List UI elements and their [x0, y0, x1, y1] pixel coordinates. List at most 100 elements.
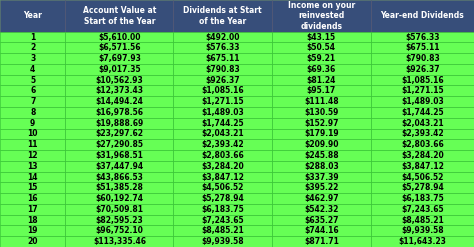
Bar	[371, 236, 474, 247]
Text: $10,562.93: $10,562.93	[96, 76, 143, 84]
Text: Income on your
reinvested
dividends: Income on your reinvested dividends	[288, 1, 355, 31]
Text: $95.17: $95.17	[307, 86, 336, 95]
Text: 11: 11	[27, 140, 38, 149]
Text: $926.37: $926.37	[405, 65, 440, 74]
Text: 1: 1	[30, 33, 36, 41]
Text: $51,385.28: $51,385.28	[95, 183, 144, 192]
Text: 4: 4	[30, 65, 36, 74]
Bar	[371, 42, 474, 53]
Text: $130.59: $130.59	[304, 108, 338, 117]
Text: $2,803.66: $2,803.66	[401, 140, 444, 149]
Text: $43.15: $43.15	[307, 33, 336, 41]
Bar	[371, 53, 474, 64]
Text: $31,968.51: $31,968.51	[95, 151, 144, 160]
Bar	[272, 118, 371, 128]
Text: $1,085.16: $1,085.16	[201, 86, 244, 95]
Text: $8,485.21: $8,485.21	[401, 216, 444, 225]
Bar	[173, 53, 272, 64]
Text: $82,595.23: $82,595.23	[96, 216, 143, 225]
Text: $81.24: $81.24	[307, 76, 336, 84]
Text: $744.16: $744.16	[304, 226, 339, 235]
Text: $209.90: $209.90	[304, 140, 338, 149]
Bar	[0, 75, 65, 85]
Bar	[173, 0, 272, 32]
Bar	[173, 85, 272, 96]
Text: $4,506.52: $4,506.52	[201, 183, 244, 192]
Text: $12,373.43: $12,373.43	[95, 86, 144, 95]
Bar	[65, 226, 173, 236]
Text: $1,271.15: $1,271.15	[401, 86, 444, 95]
Text: $179.19: $179.19	[304, 129, 339, 138]
Bar	[65, 193, 173, 204]
Text: 5: 5	[30, 76, 35, 84]
Bar	[65, 107, 173, 118]
Text: $23,297.62: $23,297.62	[95, 129, 144, 138]
Bar	[0, 42, 65, 53]
Bar	[371, 226, 474, 236]
Bar	[371, 161, 474, 172]
Text: $59.21: $59.21	[307, 54, 336, 63]
Bar	[65, 53, 173, 64]
Bar	[0, 85, 65, 96]
Text: 7: 7	[30, 97, 36, 106]
Text: $790.83: $790.83	[205, 65, 240, 74]
Bar	[0, 128, 65, 139]
Text: $69.36: $69.36	[307, 65, 336, 74]
Text: $790.83: $790.83	[405, 54, 440, 63]
Bar	[371, 96, 474, 107]
Bar	[272, 226, 371, 236]
Text: $1,744.25: $1,744.25	[401, 108, 444, 117]
Bar	[173, 193, 272, 204]
Bar	[0, 96, 65, 107]
Text: $5,278.94: $5,278.94	[401, 183, 444, 192]
Bar	[272, 139, 371, 150]
Bar	[371, 107, 474, 118]
Text: $7,243.65: $7,243.65	[201, 216, 244, 225]
Text: $96,752.10: $96,752.10	[95, 226, 144, 235]
Text: 19: 19	[27, 226, 38, 235]
Text: $6,183.75: $6,183.75	[201, 205, 244, 214]
Bar	[65, 172, 173, 182]
Bar	[173, 42, 272, 53]
Bar	[173, 172, 272, 182]
Bar	[272, 32, 371, 42]
Bar	[65, 236, 173, 247]
Bar	[65, 42, 173, 53]
Bar	[65, 118, 173, 128]
Bar	[272, 64, 371, 75]
Text: Dividends at Start
of the Year: Dividends at Start of the Year	[183, 6, 262, 25]
Text: $3,284.20: $3,284.20	[201, 162, 244, 171]
Text: $9,939.58: $9,939.58	[201, 237, 244, 246]
Text: $11,643.23: $11,643.23	[398, 237, 447, 246]
Text: 16: 16	[27, 194, 38, 203]
Text: 8: 8	[30, 108, 36, 117]
Text: $492.00: $492.00	[206, 33, 240, 41]
Bar	[0, 172, 65, 182]
Text: $337.39: $337.39	[304, 172, 339, 182]
Bar	[371, 64, 474, 75]
Bar	[173, 215, 272, 226]
Bar	[272, 150, 371, 161]
Text: Year-end Dividends: Year-end Dividends	[381, 11, 464, 20]
Bar	[0, 182, 65, 193]
Text: $60,192.74: $60,192.74	[95, 194, 144, 203]
Bar	[0, 107, 65, 118]
Text: $9,017.35: $9,017.35	[98, 65, 141, 74]
Text: $5,610.00: $5,610.00	[98, 33, 141, 41]
Text: $288.03: $288.03	[304, 162, 339, 171]
Text: $6,571.56: $6,571.56	[98, 43, 141, 52]
Text: $27,290.85: $27,290.85	[95, 140, 144, 149]
Bar	[65, 128, 173, 139]
Text: $245.88: $245.88	[304, 151, 339, 160]
Bar	[371, 85, 474, 96]
Bar	[0, 150, 65, 161]
Bar	[173, 182, 272, 193]
Text: $1,744.25: $1,744.25	[201, 119, 244, 128]
Text: Year: Year	[23, 11, 42, 20]
Text: 12: 12	[27, 151, 38, 160]
Text: $576.33: $576.33	[405, 33, 439, 41]
Bar	[173, 96, 272, 107]
Text: $5,278.94: $5,278.94	[201, 194, 244, 203]
Text: $7,243.65: $7,243.65	[401, 205, 444, 214]
Text: 20: 20	[27, 237, 38, 246]
